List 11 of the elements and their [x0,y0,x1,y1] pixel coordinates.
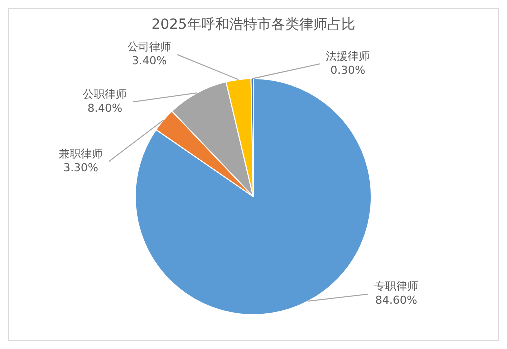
slice-label: 公职律师 [83,88,128,102]
slice-label: 公司律师 [128,40,172,54]
slice-label: 专职律师 [374,280,418,294]
data-label: 0.30% [330,64,366,77]
slice-label: 法援律师 [326,50,370,63]
data-label: 3.30% [64,162,99,175]
data-label: 3.40% [132,54,168,68]
chart-title: 2025年呼和浩特市各类律师占比 [152,17,356,34]
slice-label: 兼职律师 [59,148,104,161]
data-label: 84.60% [375,294,418,308]
data-label: 8.40% [88,102,123,116]
